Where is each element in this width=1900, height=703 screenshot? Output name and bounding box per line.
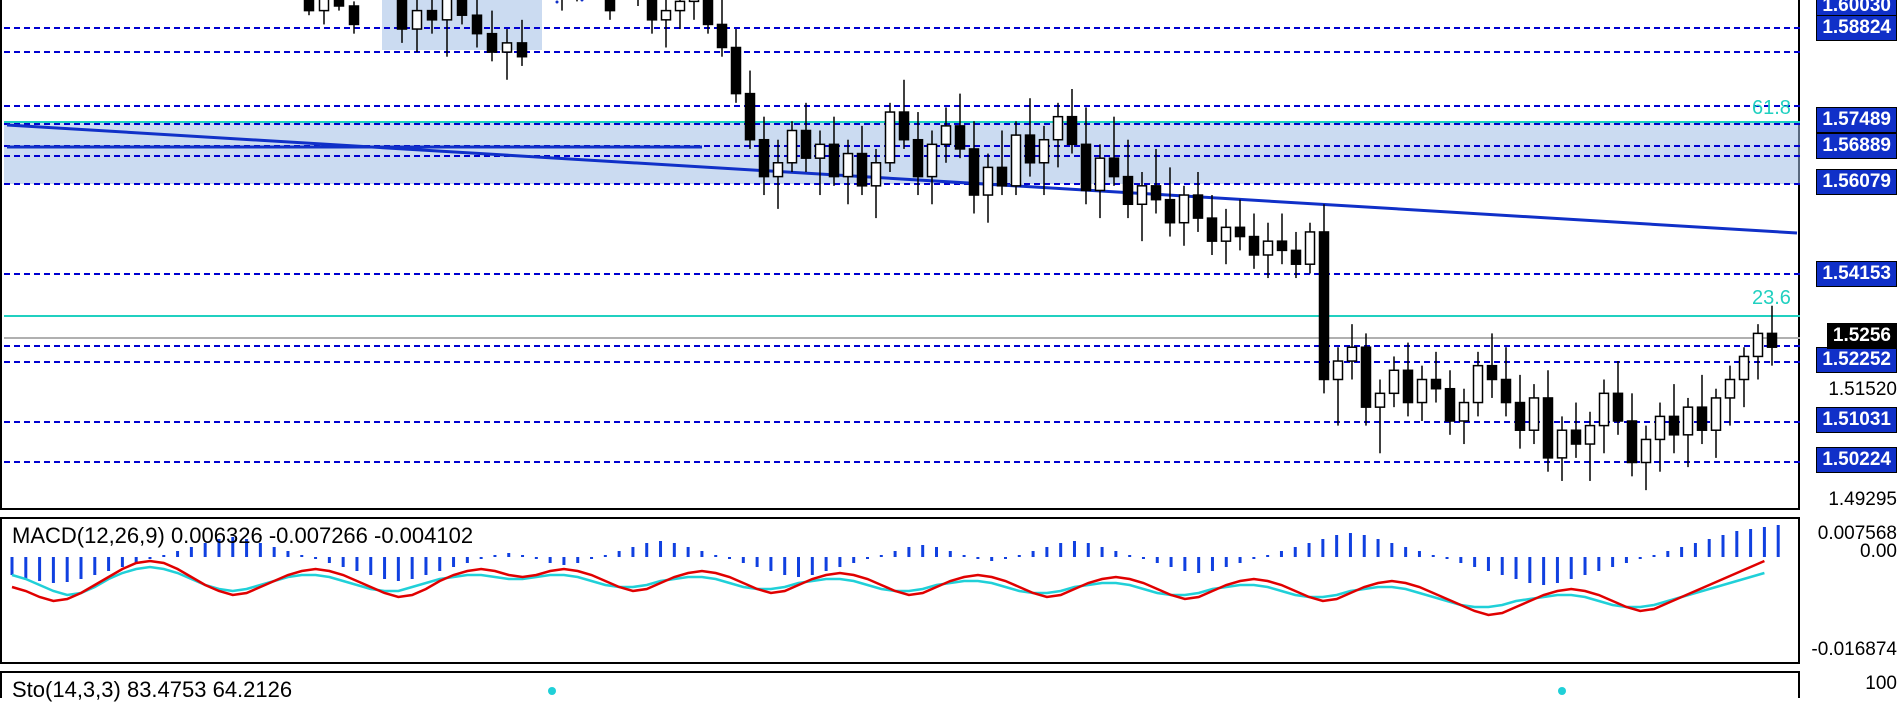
macd-axis-label: 0.00: [1860, 541, 1897, 563]
price-axis-label: 1.54153: [1816, 261, 1897, 287]
sto-axis-label: 100: [1865, 673, 1897, 695]
current-price-line: [4, 337, 1800, 339]
price-axis-label: 1.50224: [1816, 447, 1897, 473]
price-level-line: [4, 155, 1800, 157]
price-level-line: [4, 273, 1800, 275]
price-axis-label: 1.56889: [1816, 133, 1897, 159]
macd-axis-label: -0.016874: [1811, 639, 1897, 661]
price-level-line: [4, 345, 1800, 347]
price-axis-label: 1.51031: [1816, 407, 1897, 433]
trading-chart[interactable]: 61.8 23.6 MACD(12,26,9) 0.006326 -0.00726…: [0, 0, 1900, 700]
price-axis-label: 1.57489: [1816, 107, 1897, 133]
price-level-line: [4, 51, 1800, 53]
macd-title: MACD(12,26,9) 0.006326 -0.007266 -0.0041…: [12, 523, 473, 549]
price-axis-label: 1.52252: [1816, 347, 1897, 373]
price-level-line: [4, 183, 1800, 185]
price-axis: 1.600301.588241.574891.568891.560791.541…: [1800, 0, 1900, 700]
price-axis-text: 1.49295: [1828, 489, 1897, 511]
fib-line: [4, 315, 1800, 317]
macd-panel[interactable]: MACD(12,26,9) 0.006326 -0.007266 -0.0041…: [0, 517, 1800, 664]
price-level-line: [4, 145, 1800, 147]
fib-label: 23.6: [1752, 287, 1791, 310]
price-level-line: [4, 105, 1800, 107]
sto-title: Sto(14,3,3) 83.4753 64.2126: [12, 677, 292, 703]
price-axis-text: 1.51520: [1828, 379, 1897, 401]
fib-label: 61.8: [1752, 97, 1791, 120]
price-level-line: [4, 421, 1800, 423]
price-level-line: [4, 27, 1800, 29]
stochastic-panel[interactable]: Sto(14,3,3) 83.4753 64.2126: [0, 671, 1800, 698]
trendline-layer: [2, 0, 1802, 510]
price-level-line: [4, 461, 1800, 463]
support-resistance-zone: [4, 121, 1800, 184]
price-level-line: [4, 123, 1800, 125]
fib-line: [4, 121, 1800, 123]
candlestick-layer: [2, 0, 1802, 510]
price-level-line: [4, 361, 1800, 363]
highlight-zone: [382, 0, 542, 50]
current-price-label: 1.5256: [1827, 323, 1897, 349]
price-axis-label: 1.56079: [1816, 169, 1897, 195]
price-panel[interactable]: 61.8 23.6: [0, 0, 1800, 510]
price-axis-label: 1.58824: [1816, 15, 1897, 41]
